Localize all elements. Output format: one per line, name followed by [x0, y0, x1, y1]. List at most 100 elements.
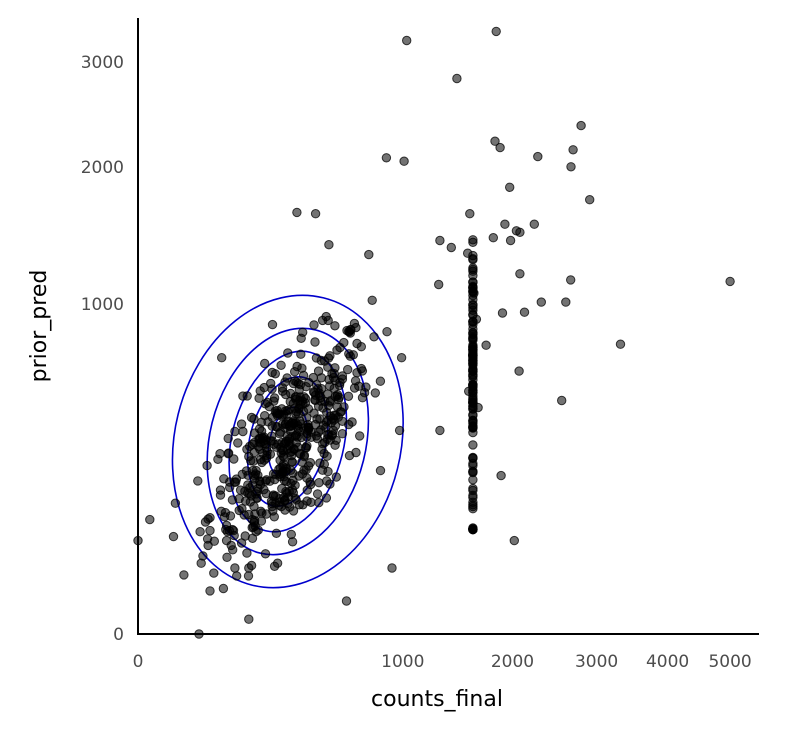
data-point	[209, 536, 220, 546]
data-point	[533, 151, 543, 162]
data-point	[468, 328, 478, 338]
data-point	[367, 295, 377, 305]
data-point	[244, 614, 254, 624]
data-point	[369, 332, 379, 342]
data-point	[290, 392, 300, 403]
data-point	[280, 377, 290, 387]
data-point	[324, 374, 334, 385]
data-point	[468, 355, 478, 365]
data-point	[295, 449, 306, 459]
data-point	[490, 136, 500, 146]
data-point	[277, 386, 288, 396]
data-point	[314, 478, 324, 488]
data-point	[511, 226, 522, 236]
data-point	[468, 254, 478, 264]
data-point	[179, 570, 189, 580]
data-point	[355, 431, 365, 441]
data-point	[310, 337, 320, 347]
data-point	[328, 429, 338, 439]
data-point	[387, 563, 397, 573]
data-point	[316, 355, 326, 366]
data-point	[269, 393, 280, 403]
data-point	[276, 360, 286, 370]
data-point	[243, 470, 253, 480]
data-point	[292, 207, 302, 218]
data-point	[321, 493, 332, 503]
data-point	[271, 421, 281, 432]
data-point	[310, 209, 321, 219]
data-point	[249, 447, 260, 458]
data-point	[228, 545, 238, 555]
data-point	[339, 337, 349, 348]
data-point	[202, 460, 212, 471]
data-point	[341, 596, 352, 606]
data-point	[364, 249, 374, 260]
data-point	[247, 480, 258, 490]
data-point	[304, 377, 314, 388]
data-point	[215, 449, 225, 459]
data-point	[324, 240, 334, 250]
data-point	[469, 288, 479, 298]
density-contour	[171, 294, 404, 589]
data-point	[337, 374, 348, 384]
data-point	[309, 388, 319, 398]
data-point	[402, 35, 412, 46]
data-point	[399, 156, 409, 166]
data-point	[240, 496, 251, 506]
data-point	[396, 353, 407, 363]
data-point	[272, 409, 283, 419]
data-point	[468, 395, 478, 405]
data-point	[257, 508, 267, 518]
data-point	[343, 364, 353, 375]
data-point	[319, 459, 329, 469]
data-point	[220, 508, 231, 518]
data-point	[200, 517, 211, 527]
data-point	[446, 242, 456, 253]
data-point	[287, 537, 298, 547]
data-point	[311, 431, 322, 441]
data-point	[500, 219, 510, 229]
data-point	[529, 219, 539, 229]
data-point	[375, 376, 386, 386]
data-point	[468, 524, 478, 535]
data-point	[323, 466, 333, 477]
data-point	[323, 362, 333, 372]
data-point	[229, 454, 239, 464]
x-tick-label: 3000	[575, 652, 618, 672]
data-point	[292, 377, 302, 387]
data-point	[218, 583, 229, 594]
data-point	[332, 345, 342, 355]
data-point	[168, 531, 179, 542]
data-point	[267, 367, 277, 378]
data-point	[497, 308, 508, 318]
data-point	[243, 571, 254, 581]
data-point	[468, 415, 478, 426]
data-point	[332, 391, 342, 401]
data-point	[509, 535, 519, 546]
data-point	[343, 391, 354, 401]
data-point	[261, 476, 271, 486]
data-point	[566, 162, 576, 172]
data-point	[313, 366, 324, 376]
data-point	[277, 445, 287, 455]
data-point	[269, 512, 279, 522]
data-point	[145, 514, 155, 525]
data-point	[314, 498, 324, 508]
data-point	[230, 563, 240, 573]
data-point	[323, 315, 333, 326]
data-point	[330, 321, 340, 331]
data-point	[347, 417, 357, 427]
data-point	[359, 388, 370, 398]
data-point	[285, 421, 295, 432]
data-point	[257, 457, 267, 468]
data-point	[311, 380, 322, 390]
data-point	[196, 558, 206, 568]
data-point	[488, 233, 498, 243]
data-point	[249, 428, 260, 438]
data-point	[312, 414, 322, 424]
data-point	[267, 501, 277, 512]
data-point	[281, 476, 292, 487]
data-point	[468, 485, 478, 496]
data-point	[435, 425, 445, 436]
